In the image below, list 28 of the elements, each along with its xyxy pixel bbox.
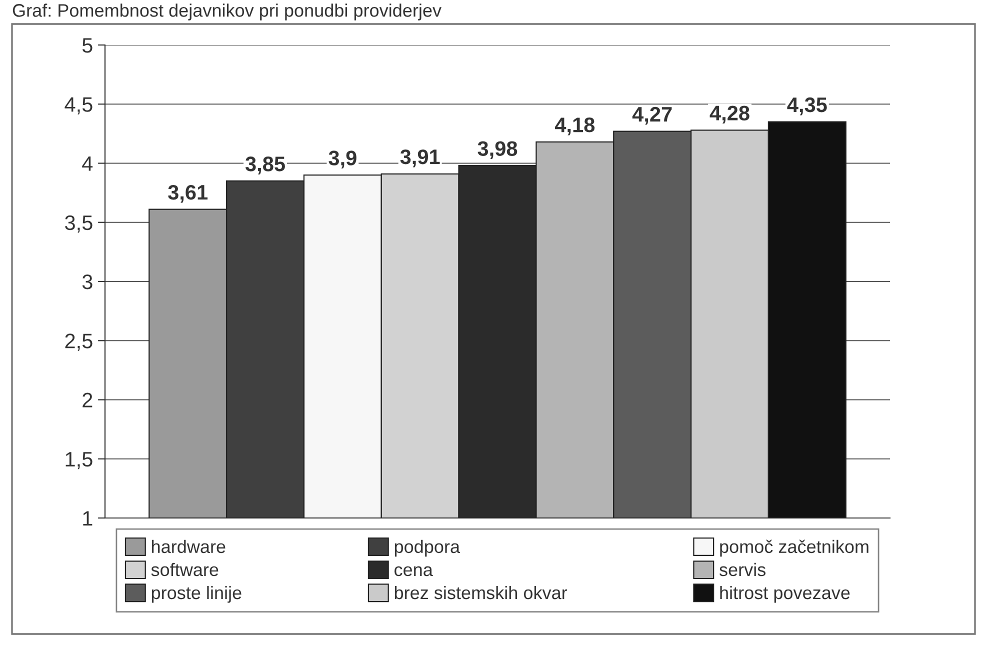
data-label: 3,9 [328, 150, 356, 168]
y-tick-label: 3,5 [65, 215, 92, 233]
y-tick-label: 4,5 [64, 97, 92, 114]
legend-label: hitrost povezave [720, 586, 850, 603]
data-label: 3,61 [168, 184, 208, 203]
legend-label: hardware [152, 540, 226, 554]
legend-label: servis [719, 562, 766, 576]
legend-label: proste linije [152, 586, 242, 603]
data-label: 4,28 [710, 106, 750, 124]
y-tick-label: 5 [82, 38, 92, 53]
data-label: 4,27 [632, 106, 672, 125]
legend-label: cena [394, 566, 433, 576]
y-tick-label: 2,5 [65, 334, 92, 351]
data-label: 3,91 [400, 149, 440, 168]
data-label: 4,35 [787, 97, 827, 116]
y-tick-label: 1,5 [66, 452, 92, 470]
legend-label: software [151, 562, 218, 576]
legend-label: brez sistemskih okvar [394, 586, 568, 600]
y-tick-label: 1 [83, 511, 92, 526]
y-tick-label: 4 [82, 156, 93, 171]
data-label: 4,18 [554, 118, 595, 136]
y-tick-label: 2 [82, 392, 92, 408]
chart-title: Graf: Pomembnost dejavnikov pri ponudbi providerjev [12, 4, 442, 20]
data-label: 3,85 [245, 156, 285, 174]
legend-label: podpora [394, 540, 460, 557]
legend-label: pomoč začetnikom [720, 540, 868, 557]
y-tick-label: 3 [82, 274, 92, 290]
data-label: 3,98 [478, 141, 518, 159]
